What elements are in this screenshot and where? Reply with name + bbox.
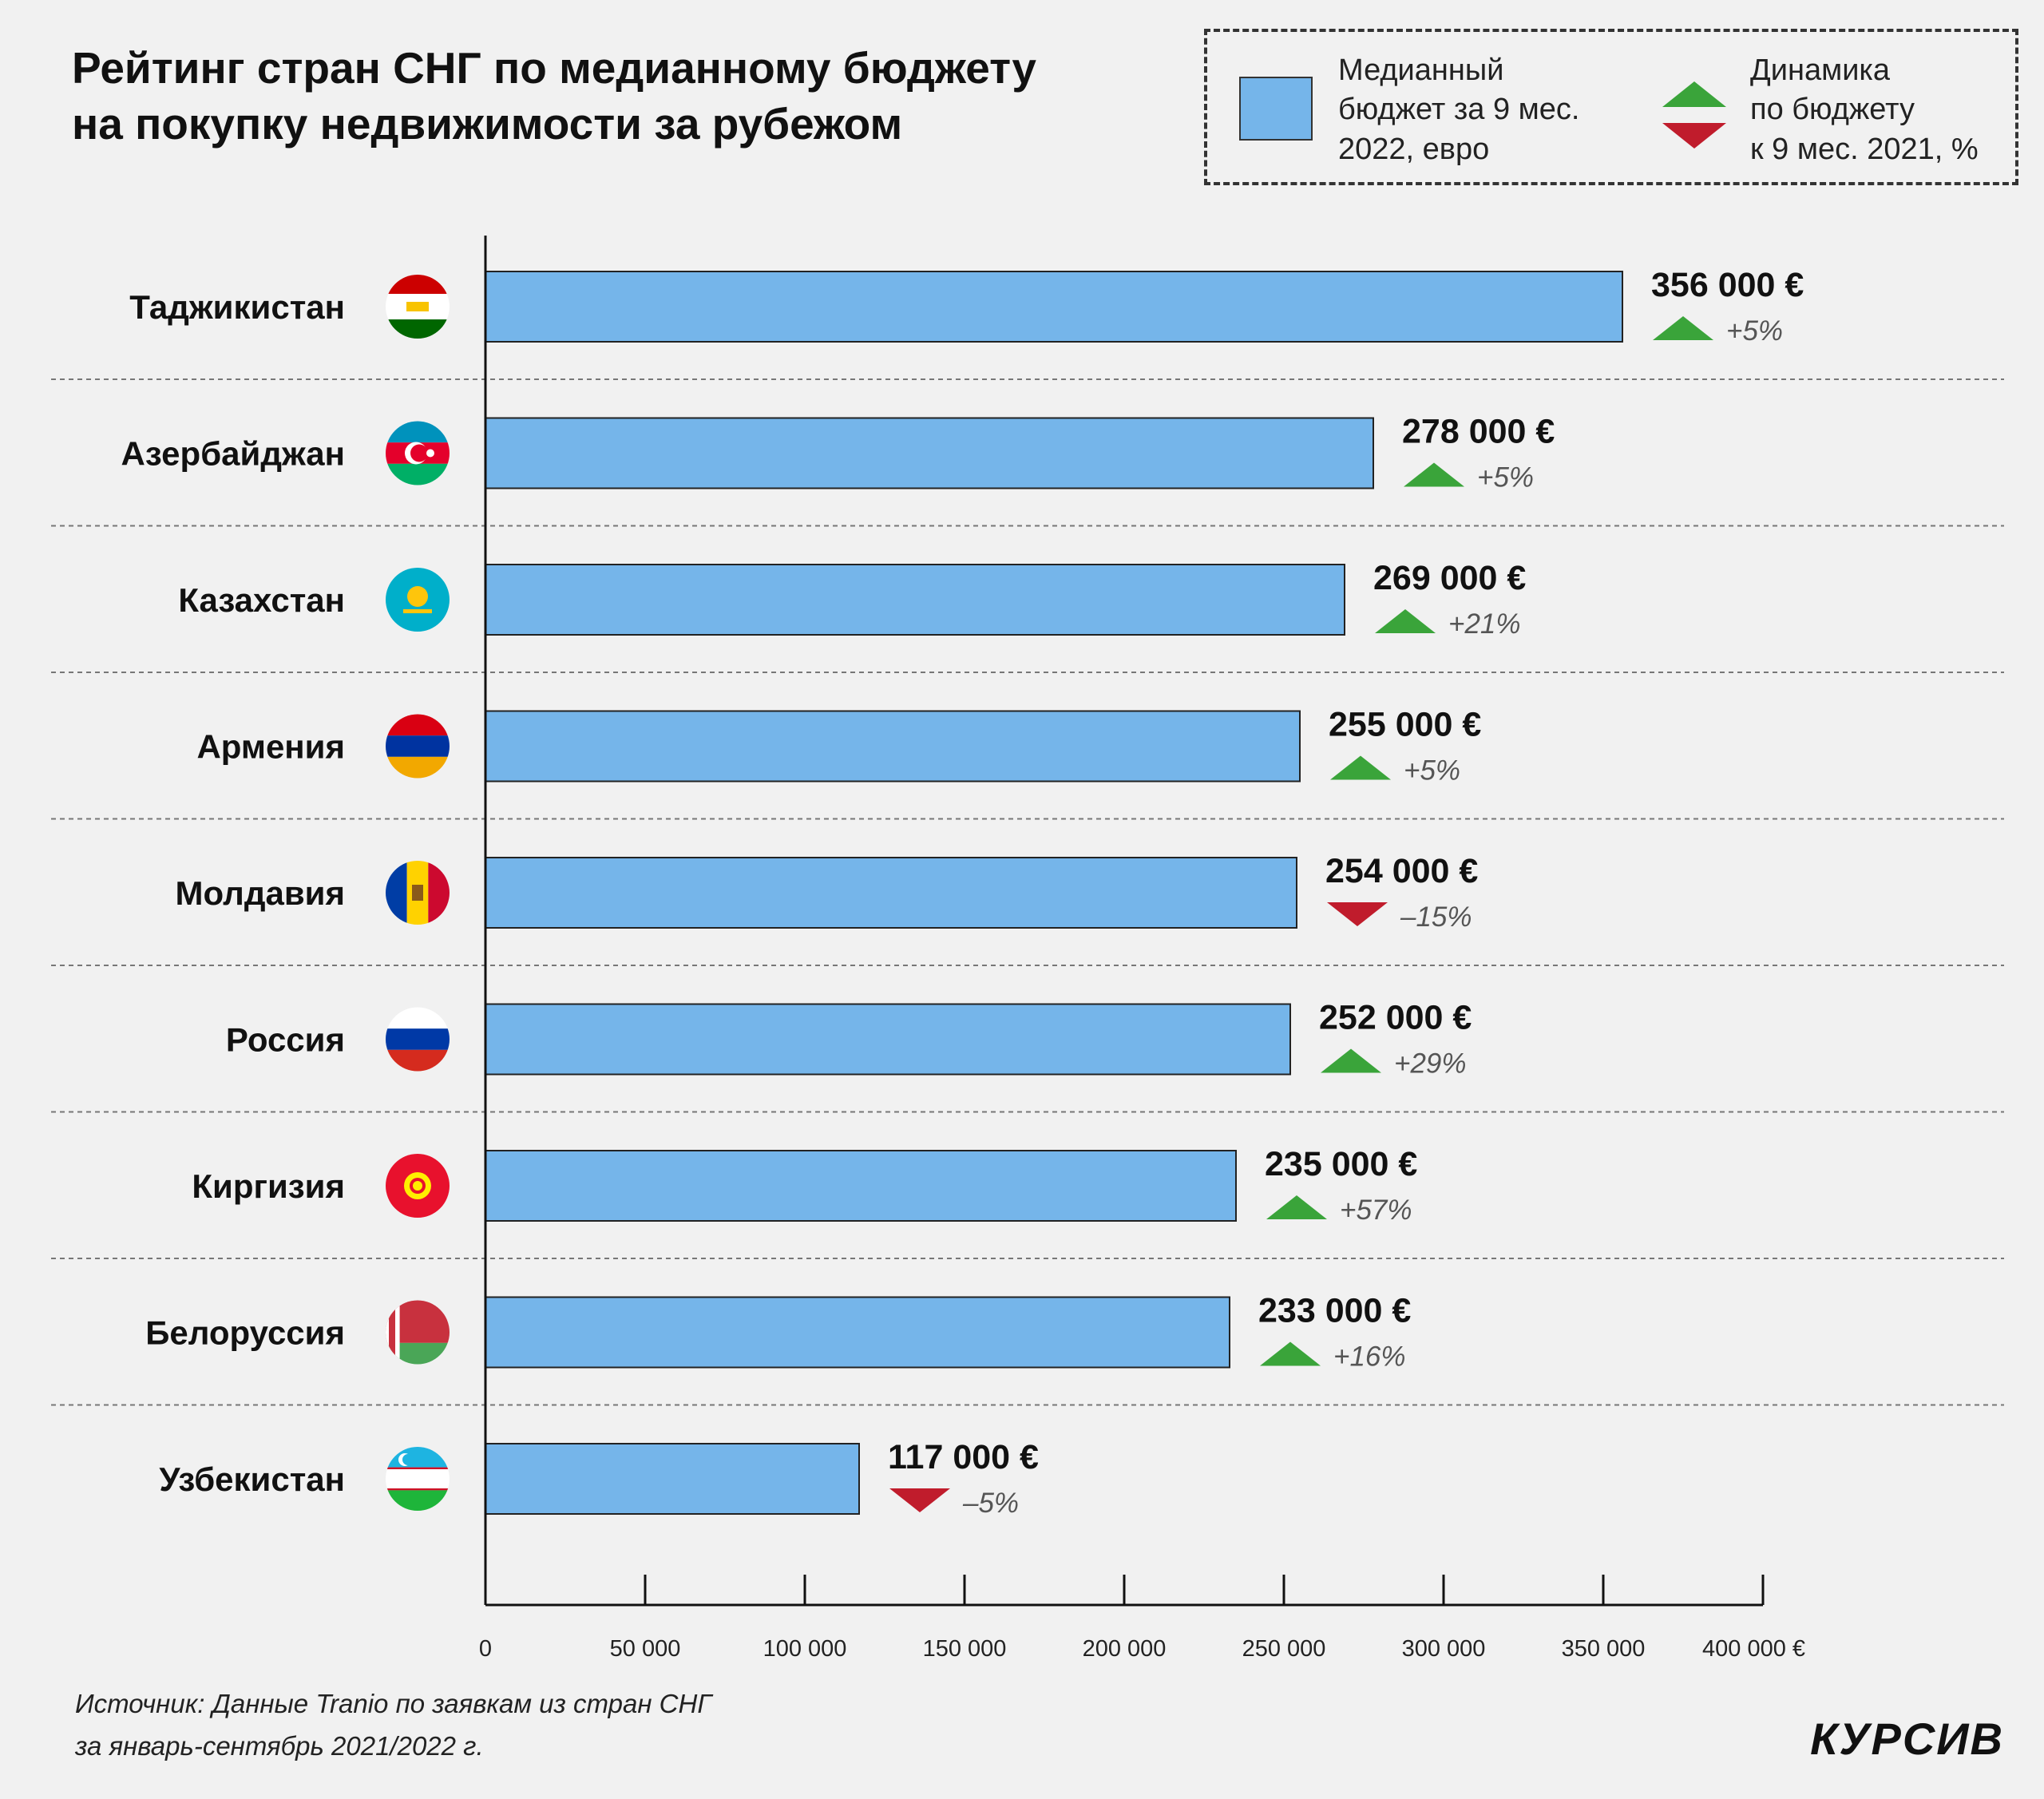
russia-flag	[386, 1007, 450, 1072]
moldova-flag	[386, 861, 450, 925]
legend-dynamics-label: Динамика по бюджету к 9 мес. 2021, %	[1750, 53, 1979, 166]
change-label: +5%	[1477, 462, 1534, 493]
change-label: +29%	[1394, 1048, 1467, 1080]
x-tick-label: 0	[479, 1636, 492, 1662]
down-triangle-icon	[1327, 902, 1388, 926]
publisher-logo: КУРСИВ	[1810, 1714, 2004, 1764]
up-triangle-icon	[1375, 609, 1436, 633]
bar	[485, 1296, 1230, 1369]
legend-up-triangle-icon	[1662, 81, 1726, 107]
x-tick-label: 150 000	[923, 1636, 1007, 1662]
change-label: –5%	[962, 1488, 1019, 1519]
bar	[485, 1150, 1237, 1222]
up-triangle-icon	[1260, 1341, 1321, 1366]
change-label: +16%	[1333, 1341, 1406, 1373]
legend-budget-label: Медианный бюджет за 9 мес. 2022, евро	[1338, 53, 1580, 166]
legend-budget-swatch	[1239, 77, 1313, 141]
country-label: Узбекистан	[159, 1460, 345, 1498]
value-label: 356 000 €	[1651, 266, 1804, 304]
bar	[485, 710, 1301, 783]
tajikistan-flag	[386, 275, 450, 339]
uzbekistan-flag	[386, 1447, 450, 1511]
change-label: +57%	[1340, 1195, 1412, 1226]
change-label: –15%	[1400, 901, 1472, 933]
bar	[485, 857, 1297, 929]
bar	[485, 417, 1374, 489]
country-label: Россия	[226, 1021, 345, 1059]
armenia-flag	[386, 714, 450, 779]
x-tick-label: 400 000 €	[1702, 1636, 1805, 1662]
chart-title: Рейтинг стран СНГ по медианному бюджету …	[72, 43, 1036, 149]
country-label: Молдавия	[176, 874, 345, 912]
change-label: +5%	[1726, 315, 1783, 347]
value-label: 233 000 €	[1258, 1292, 1411, 1330]
value-label: 252 000 €	[1319, 999, 1472, 1037]
value-label: 278 000 €	[1402, 413, 1555, 451]
up-triangle-icon	[1330, 755, 1391, 780]
bar	[485, 1003, 1291, 1076]
kyrgyzstan-flag	[386, 1154, 450, 1218]
value-label: 269 000 €	[1373, 559, 1526, 597]
x-tick-label: 300 000	[1402, 1636, 1486, 1662]
x-tick-label: 50 000	[610, 1636, 681, 1662]
legend: Медианный бюджет за 9 мес. 2022, евро Ди…	[1204, 29, 2018, 185]
value-label: 117 000 €	[888, 1438, 1039, 1476]
value-label: 255 000 €	[1329, 706, 1481, 744]
bar	[485, 564, 1345, 636]
country-label: Казахстан	[178, 581, 345, 619]
change-label: +21%	[1448, 608, 1521, 640]
up-triangle-icon	[1266, 1195, 1327, 1219]
kazakhstan-flag	[386, 568, 450, 632]
change-label: +5%	[1404, 755, 1460, 787]
x-tick-label: 100 000	[763, 1636, 847, 1662]
azerbaijan-flag	[386, 421, 450, 485]
source-note: Источник: Данные Tranio по заявкам из ст…	[75, 1689, 712, 1761]
bar	[485, 1443, 860, 1515]
x-tick-label: 350 000	[1562, 1636, 1646, 1662]
bar-chart: Таджикистан 356 000 € +5% Азербайджан 278 00…	[51, 236, 2004, 1662]
x-tick-label: 250 000	[1242, 1636, 1326, 1662]
country-label: Белоруссия	[145, 1314, 345, 1352]
up-triangle-icon	[1321, 1048, 1381, 1073]
country-label: Армения	[196, 728, 345, 766]
country-label: Киргизия	[192, 1167, 345, 1205]
bar	[485, 271, 1623, 343]
country-label: Азербайджан	[121, 435, 345, 473]
country-label: Таджикистан	[129, 288, 345, 326]
up-triangle-icon	[1404, 462, 1464, 487]
legend-down-triangle-icon	[1662, 123, 1726, 149]
value-label: 235 000 €	[1265, 1145, 1417, 1183]
belarus-flag	[386, 1300, 450, 1365]
value-label: 254 000 €	[1325, 852, 1478, 890]
down-triangle-icon	[889, 1488, 950, 1512]
up-triangle-icon	[1653, 316, 1713, 340]
x-tick-label: 200 000	[1083, 1636, 1167, 1662]
